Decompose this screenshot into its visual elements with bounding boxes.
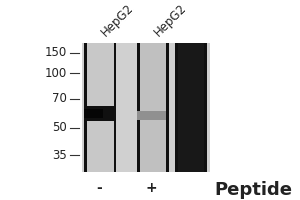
- Bar: [175, 43, 204, 172]
- Bar: [82, 43, 210, 172]
- Text: HepG2: HepG2: [99, 2, 136, 39]
- Bar: [137, 111, 166, 120]
- Bar: [175, 43, 178, 172]
- Text: 50: 50: [52, 121, 67, 134]
- Bar: [114, 43, 116, 172]
- Text: 35: 35: [52, 149, 67, 162]
- Bar: [85, 43, 87, 172]
- Text: Peptide: Peptide: [214, 181, 292, 199]
- Bar: [85, 106, 114, 121]
- Text: 150: 150: [45, 46, 67, 59]
- Bar: [204, 43, 207, 172]
- Bar: [85, 109, 104, 118]
- Text: HepG2: HepG2: [152, 2, 189, 39]
- Text: -: -: [96, 181, 102, 195]
- Bar: [85, 43, 114, 172]
- Text: +: +: [146, 181, 157, 195]
- Bar: [137, 43, 166, 172]
- Bar: [166, 43, 169, 172]
- Bar: [137, 43, 140, 172]
- Text: 100: 100: [45, 67, 67, 80]
- Text: 70: 70: [52, 92, 67, 105]
